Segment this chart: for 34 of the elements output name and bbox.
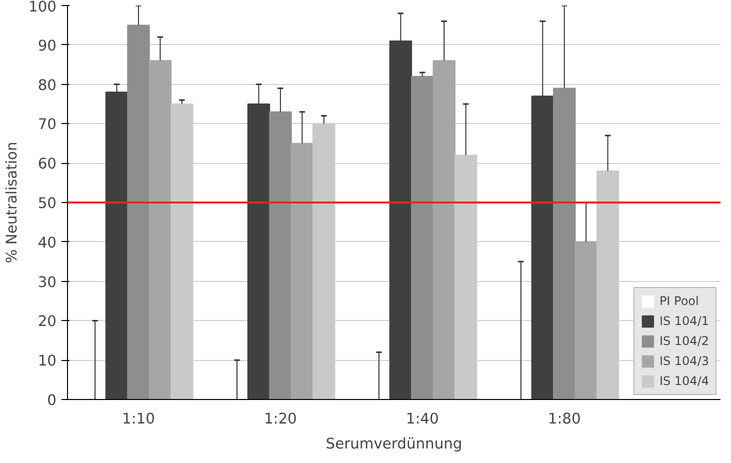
legend-label: IS 104/4	[659, 374, 709, 388]
y-axis-title: % Neutralisation	[4, 142, 21, 264]
bar	[247, 104, 270, 400]
x-tick-label: 1:40	[406, 410, 439, 428]
y-tick-label: 0	[47, 392, 57, 409]
y-tick-label: 20	[38, 313, 57, 330]
legend-label: IS 104/1	[659, 314, 709, 328]
legend-label: IS 104/3	[659, 354, 709, 368]
bar	[127, 24, 150, 400]
y-tick-label: 50	[38, 195, 57, 212]
x-axis-title: Serumverdünnung	[326, 436, 462, 452]
bar	[105, 92, 128, 400]
bar	[411, 76, 434, 400]
x-tick-label: 1:20	[264, 410, 297, 428]
y-tick-label: 90	[38, 37, 57, 54]
y-tick-label: 80	[38, 76, 57, 94]
bar	[290, 142, 314, 400]
y-tick-label: 70	[38, 116, 57, 134]
bar	[432, 60, 456, 400]
y-tick-label: 60	[38, 156, 57, 173]
x-tick-label: 1:80	[548, 410, 581, 428]
bar	[269, 111, 292, 400]
y-tick-label: 30	[38, 274, 57, 291]
legend-label: PI Pool	[659, 294, 699, 308]
bar	[531, 96, 554, 400]
y-tick-label: 100	[28, 0, 57, 16]
x-tick-label: 1:10	[122, 410, 155, 428]
bar	[552, 88, 576, 400]
bar	[574, 241, 598, 400]
y-tick-label: 10	[38, 352, 57, 370]
bar	[148, 60, 172, 400]
bar	[389, 40, 412, 400]
y-tick-label: 40	[38, 234, 57, 252]
legend-label: IS 104/2	[659, 334, 709, 348]
